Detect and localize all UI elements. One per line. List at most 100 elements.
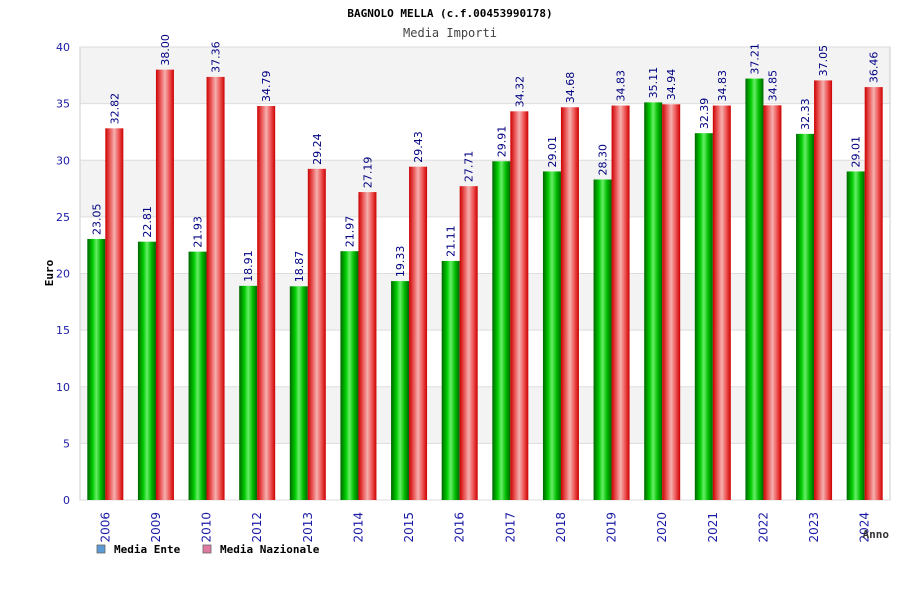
data-label: 38.00 xyxy=(159,34,172,66)
data-label: 21.97 xyxy=(343,216,356,248)
data-label: 23.05 xyxy=(90,203,103,235)
legend: Media Ente Media Nazionale xyxy=(96,543,320,556)
x-tick-label: 2014 xyxy=(351,512,365,543)
x-tick-label: 2018 xyxy=(554,512,568,543)
bar-media-nazionale xyxy=(814,80,833,500)
y-tick-label: 15 xyxy=(56,324,70,337)
bar-media-nazionale xyxy=(763,105,782,500)
data-label: 21.93 xyxy=(192,216,205,248)
x-tick-label: 2022 xyxy=(756,512,770,543)
x-tick-label: 2023 xyxy=(807,512,821,543)
data-label: 37.36 xyxy=(210,41,223,73)
bar-media-nazionale xyxy=(662,104,681,500)
y-tick-label: 35 xyxy=(56,98,70,111)
data-label: 32.39 xyxy=(698,98,711,130)
x-axis-ticks: 2006 2009 2010 2012 2013 2014 2015 2016 2017 2018… xyxy=(98,512,871,543)
bar-media-ente xyxy=(87,238,106,501)
data-label: 18.91 xyxy=(242,250,255,282)
y-tick-label: 5 xyxy=(63,437,70,450)
bar-media-ente xyxy=(644,102,663,501)
data-label: 29.01 xyxy=(546,136,559,168)
bar-media-ente xyxy=(492,161,511,500)
bar-media-nazionale xyxy=(712,105,731,501)
y-axis-label: Euro xyxy=(43,259,56,286)
bars xyxy=(87,69,883,501)
bar-media-nazionale xyxy=(257,106,276,501)
bar-media-nazionale xyxy=(409,166,428,500)
data-labels: 23.05 32.82 22.81 38.00 21.93 37.36 18.91 34.79… xyxy=(90,34,880,282)
bar-media-ente xyxy=(796,133,815,501)
bar-media-ente xyxy=(441,260,460,500)
bar-media-nazionale xyxy=(510,111,529,501)
legend-swatch xyxy=(202,544,212,554)
chart-subtitle: Media Importi xyxy=(403,26,497,40)
y-tick-label: 25 xyxy=(56,211,70,224)
data-label: 28.30 xyxy=(597,144,610,176)
y-tick-label: 10 xyxy=(56,381,70,394)
bar-media-nazionale xyxy=(155,69,174,501)
data-label: 32.82 xyxy=(108,93,121,125)
x-tick-label: 2020 xyxy=(655,512,669,543)
y-tick-label: 30 xyxy=(56,154,70,167)
data-label: 35.11 xyxy=(647,67,660,99)
bar-media-nazionale xyxy=(560,107,579,501)
data-label: 32.33 xyxy=(799,98,812,130)
y-tick-label: 20 xyxy=(56,268,70,281)
data-label: 34.85 xyxy=(766,70,779,102)
data-label: 34.83 xyxy=(615,70,628,102)
bar-media-ente xyxy=(239,285,258,500)
bar-media-nazionale xyxy=(864,87,883,500)
x-tick-label: 2015 xyxy=(402,512,416,543)
bar-media-nazionale xyxy=(358,192,377,501)
data-label: 29.43 xyxy=(412,131,425,163)
data-label: 34.94 xyxy=(665,69,678,101)
x-tick-label: 2016 xyxy=(453,512,467,543)
x-tick-label: 2013 xyxy=(301,512,315,543)
bar-media-ente xyxy=(694,133,713,501)
data-label: 27.19 xyxy=(361,157,374,189)
data-label: 34.68 xyxy=(564,72,577,104)
legend-label: Media Nazionale xyxy=(220,543,320,556)
data-label: 37.21 xyxy=(748,43,761,75)
bar-media-ente xyxy=(542,171,561,501)
legend-swatch xyxy=(96,544,106,554)
data-label: 34.79 xyxy=(260,71,273,103)
data-label: 29.91 xyxy=(495,126,508,158)
x-tick-label: 2019 xyxy=(605,512,619,543)
bar-media-nazionale xyxy=(307,168,326,500)
chart-title: BAGNOLO MELLA (c.f.00453990178) xyxy=(347,7,552,20)
bar-media-nazionale xyxy=(459,186,478,500)
bar-media-ente xyxy=(391,281,410,500)
legend-label: Media Ente xyxy=(114,543,181,556)
x-tick-label: 2021 xyxy=(706,512,720,543)
data-label: 29.01 xyxy=(850,136,863,168)
x-tick-label: 2012 xyxy=(250,512,264,543)
data-label: 34.32 xyxy=(513,76,526,108)
bar-media-ente xyxy=(846,171,865,501)
bar-media-ente xyxy=(340,251,359,500)
x-tick-label: 2010 xyxy=(200,512,214,543)
x-tick-label: 2009 xyxy=(149,512,163,543)
x-tick-label: 2024 xyxy=(858,512,872,543)
bar-media-nazionale xyxy=(105,128,124,500)
data-label: 19.33 xyxy=(394,246,407,278)
bar-media-ente xyxy=(289,286,308,500)
data-label: 34.83 xyxy=(716,70,729,102)
data-label: 21.11 xyxy=(445,225,458,257)
bar-media-nazionale xyxy=(611,105,630,501)
bar-media-ente xyxy=(745,78,764,501)
x-tick-label: 2006 xyxy=(98,512,112,543)
data-label: 22.81 xyxy=(141,206,154,238)
bar-media-ente xyxy=(188,251,207,500)
data-label: 37.05 xyxy=(817,45,830,77)
data-label: 29.24 xyxy=(311,133,324,165)
y-tick-label: 40 xyxy=(56,41,70,54)
data-label: 36.46 xyxy=(868,52,881,84)
y-axis-ticks: 0 5 10 15 20 25 30 35 40 xyxy=(56,41,70,507)
x-tick-label: 2017 xyxy=(503,512,517,543)
y-tick-label: 0 xyxy=(63,494,70,507)
x-axis-label: Anno xyxy=(863,528,890,541)
bar-media-ente xyxy=(593,179,612,500)
data-label: 27.71 xyxy=(463,151,476,183)
bar-media-ente xyxy=(137,241,156,500)
